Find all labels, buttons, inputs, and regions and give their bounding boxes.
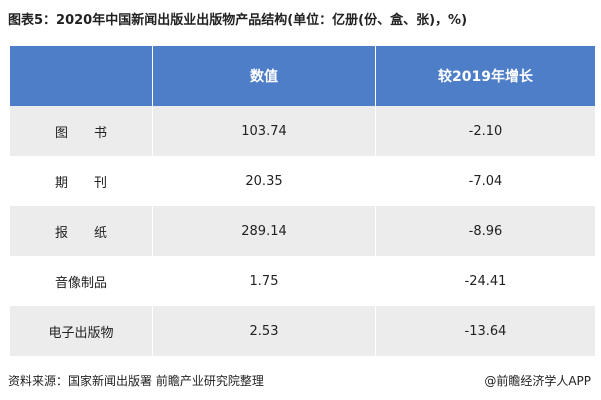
source: 资料来源：国家新闻出版署 前瞻产业研究院整理 bbox=[8, 374, 264, 388]
header-cell: 较2019年增长 bbox=[375, 46, 595, 106]
cell: 20.35 bbox=[152, 156, 376, 206]
table-head: 数值 较2019年增长 bbox=[10, 46, 595, 106]
cell: 289.14 bbox=[152, 206, 376, 256]
title: 图表5：2020年中国新闻出版业出版物产品结构(单位：亿册(份、盒、张)，%) bbox=[8, 13, 468, 28]
table-row: 图 书 103.74 -2.10 bbox=[10, 106, 595, 156]
row-label: 图 书 bbox=[10, 106, 153, 156]
cell: -2.10 bbox=[375, 106, 595, 156]
row-label: 电子出版物 bbox=[10, 306, 153, 356]
cell: 2.53 bbox=[152, 306, 376, 356]
row-label: 报 纸 bbox=[10, 206, 153, 256]
row-label: 音像制品 bbox=[10, 256, 153, 306]
header-row: 数值 较2019年增长 bbox=[10, 46, 595, 106]
cell: 103.74 bbox=[152, 106, 376, 156]
table-body: 图 书 103.74 -2.10 期 刊 20.35 -7.04 报 纸 289.14 -8.9… bbox=[10, 106, 595, 356]
header-cell: 数值 bbox=[152, 46, 376, 106]
table-row: 期 刊 20.35 -7.04 bbox=[10, 156, 595, 206]
cell: -7.04 bbox=[375, 156, 595, 206]
table-row: 音像制品 1.75 -24.41 bbox=[10, 256, 595, 306]
table-row: 电子出版物 2.53 -13.64 bbox=[10, 306, 595, 356]
cell: 1.75 bbox=[152, 256, 376, 306]
cell: -8.96 bbox=[375, 206, 595, 256]
cell: -13.64 bbox=[375, 306, 595, 356]
data-table: 数值 较2019年增长 图 书 103.74 -2.10 期 刊 20.35 -7.04 报… bbox=[10, 46, 595, 356]
cell: -24.41 bbox=[375, 256, 595, 306]
header-cell bbox=[10, 46, 153, 106]
row-label: 期 刊 bbox=[10, 156, 153, 206]
brand: @前瞻经济学人APP bbox=[484, 374, 591, 388]
table-row: 报 纸 289.14 -8.96 bbox=[10, 206, 595, 256]
